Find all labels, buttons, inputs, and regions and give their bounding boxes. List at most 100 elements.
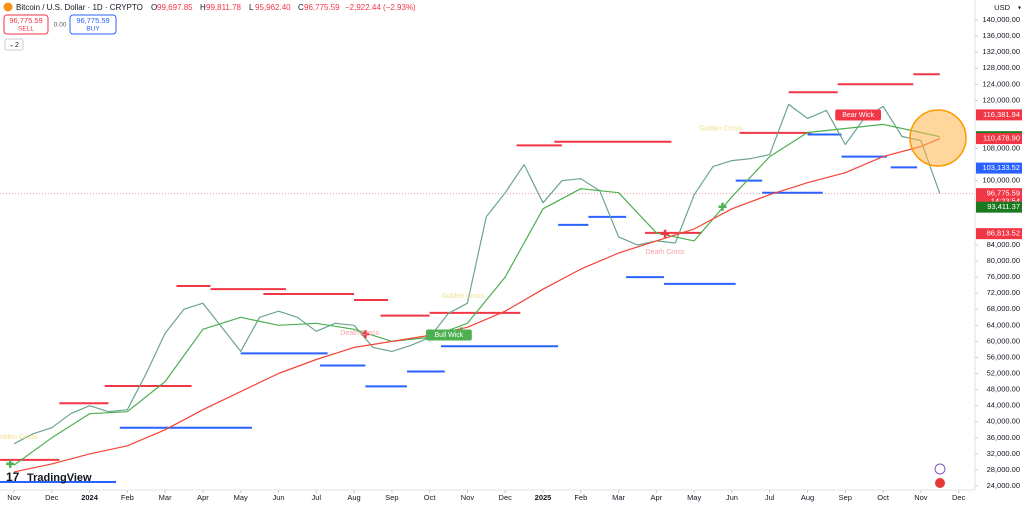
highlight-circle bbox=[909, 109, 967, 167]
price-label: 116,381.94 bbox=[983, 110, 1020, 119]
y-tick-label: 40,000.00 bbox=[987, 417, 1020, 426]
y-tick-label: 48,000.00 bbox=[987, 385, 1020, 394]
y-tick-label: 84,000.00 bbox=[987, 240, 1020, 249]
ohlc-value: 99,697.85 bbox=[157, 3, 193, 12]
annotation: Golden Cross bbox=[699, 125, 742, 132]
x-tick-label: Oct bbox=[877, 493, 890, 502]
y-tick-label: 108,000.00 bbox=[982, 144, 1020, 153]
time-axis: Nov Dec 2024 Feb Mar Apr May Jun Jul Aug Sep Oct Nov… bbox=[7, 490, 966, 502]
x-tick-label: Jul bbox=[765, 493, 775, 502]
y-tick-label: 28,000.00 bbox=[987, 465, 1020, 474]
annotation: Golden Cross bbox=[0, 434, 38, 441]
x-tick-label: Jul bbox=[311, 493, 321, 502]
ohlc-key: O bbox=[151, 3, 157, 12]
ohlc-value: 95,962.40 bbox=[255, 3, 291, 12]
price-label-box bbox=[976, 201, 1022, 213]
collapse-arrow: ⌄ bbox=[9, 43, 14, 49]
x-tick-label: Aug bbox=[347, 493, 360, 502]
price-label: 93,411.37 bbox=[987, 202, 1020, 211]
annotation: Bull Wick bbox=[435, 332, 464, 339]
y-tick-label: 120,000.00 bbox=[982, 95, 1020, 104]
sell-price: 96,775.59 bbox=[9, 16, 42, 25]
y-tick-label: 44,000.00 bbox=[987, 401, 1020, 410]
y-tick-label: 124,000.00 bbox=[982, 79, 1020, 88]
y-tick-label: 60,000.00 bbox=[987, 336, 1020, 345]
symbol-icon bbox=[3, 2, 13, 12]
y-tick-label: 100,000.00 bbox=[982, 176, 1020, 185]
x-tick-label: Dec bbox=[952, 493, 966, 502]
x-tick-label: 2024 bbox=[81, 493, 99, 502]
price-label-box bbox=[976, 133, 1022, 145]
x-tick-label: Jun bbox=[726, 493, 738, 502]
x-tick-label: Nov bbox=[914, 493, 928, 502]
x-tick-label: Mar bbox=[612, 493, 625, 502]
series-line bbox=[13, 138, 941, 473]
x-tick-label: Oct bbox=[424, 493, 437, 502]
ohlc-key: H bbox=[200, 3, 206, 12]
y-tick-label: 140,000.00 bbox=[982, 15, 1020, 24]
price-label: 86,813.52 bbox=[987, 229, 1020, 238]
annotation: Death Cross bbox=[340, 330, 379, 337]
x-tick-label: Dec bbox=[499, 493, 513, 502]
countdown: 14:23:54 bbox=[991, 197, 1020, 206]
price-label: 110,478.90 bbox=[983, 134, 1020, 143]
x-tick-label: Nov bbox=[7, 493, 21, 502]
annotation-box bbox=[835, 109, 882, 121]
ohlc-value: 96,775.59 bbox=[304, 3, 340, 12]
signal-cross bbox=[361, 330, 370, 339]
signal-cross bbox=[718, 202, 727, 211]
y-tick-label: 64,000.00 bbox=[987, 320, 1020, 329]
logo-text: TradingView bbox=[27, 472, 92, 484]
sell-button[interactable] bbox=[3, 14, 49, 35]
x-tick-label: Apr bbox=[197, 493, 209, 502]
x-tick-label: Jun bbox=[272, 493, 284, 502]
x-tick-label: Nov bbox=[461, 493, 475, 502]
annotation: Bear Wick bbox=[842, 112, 874, 119]
price-label-box bbox=[976, 162, 1022, 174]
ohlc-value: 99,811.78 bbox=[206, 3, 242, 12]
logo-mark: 17 bbox=[6, 470, 20, 484]
price-label-box bbox=[976, 109, 1022, 121]
ohlc-key: C bbox=[298, 3, 304, 12]
x-tick-label: Sep bbox=[385, 493, 398, 502]
price-axis: 24,000.00 28,000.00 32,000.00 36,000.00 40,0… bbox=[975, 15, 1020, 490]
event-icon[interactable] bbox=[934, 463, 946, 475]
y-tick-label: 32,000.00 bbox=[987, 449, 1020, 458]
x-tick-label: 2025 bbox=[535, 493, 552, 502]
y-tick-label: 72,000.00 bbox=[987, 288, 1020, 297]
sell-label: SELL bbox=[18, 26, 34, 33]
buy-label: BUY bbox=[86, 26, 100, 33]
header: Bitcoin / U.S. Dollar · 1D · CRYPTO O 99,… bbox=[3, 2, 1021, 51]
price-label: 103,133.52 bbox=[982, 163, 1020, 172]
x-tick-label: Apr bbox=[651, 493, 663, 502]
y-tick-label: 80,000.00 bbox=[987, 256, 1020, 265]
logo: 17 TradingView bbox=[6, 470, 92, 484]
annotation: Death Cross bbox=[646, 249, 685, 256]
x-tick-label: May bbox=[234, 493, 248, 502]
x-tick-label: Feb bbox=[121, 493, 134, 502]
indicators-toggle[interactable] bbox=[4, 38, 24, 51]
x-tick-label: Sep bbox=[839, 493, 852, 502]
x-tick-label: Mar bbox=[159, 493, 172, 502]
spread: 0.00 bbox=[54, 22, 67, 29]
signal-cross bbox=[661, 229, 670, 238]
x-tick-label: May bbox=[687, 493, 701, 502]
price-label-box bbox=[976, 228, 1022, 240]
flag-icon[interactable] bbox=[935, 478, 945, 488]
currency-arrow: ▾ bbox=[1018, 6, 1021, 12]
y-tick-label: 68,000.00 bbox=[987, 304, 1020, 313]
y-tick-label: 128,000.00 bbox=[982, 63, 1020, 72]
x-tick-label: Aug bbox=[801, 493, 814, 502]
buy-button[interactable] bbox=[69, 14, 117, 35]
price-label: 96,775.59 bbox=[987, 189, 1020, 198]
symbol-title: Bitcoin / U.S. Dollar · 1D · CRYPTO bbox=[16, 3, 143, 12]
indicators-count: 2 bbox=[15, 42, 19, 49]
y-tick-label: 76,000.00 bbox=[987, 272, 1020, 281]
ohlc: O 99,697.85 H 99,811.78 L 95,962.40 C 96,775.59… bbox=[151, 3, 416, 12]
y-tick-label: 136,000.00 bbox=[982, 31, 1020, 40]
y-tick-label: 52,000.00 bbox=[987, 369, 1020, 378]
currency: USD bbox=[994, 3, 1010, 12]
